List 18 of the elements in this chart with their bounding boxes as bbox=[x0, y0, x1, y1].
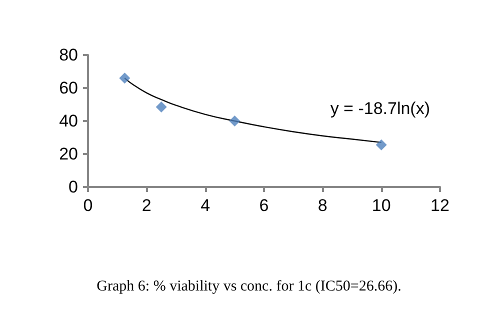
x-tick-label: 8 bbox=[318, 196, 328, 215]
x-tick-label: 0 bbox=[83, 196, 93, 215]
x-tick-label: 2 bbox=[142, 196, 152, 215]
y-tick-label: 60 bbox=[59, 78, 78, 98]
y-tick-label: 0 bbox=[68, 178, 78, 196]
x-tick-label: 12 bbox=[430, 196, 450, 215]
point bbox=[156, 101, 167, 112]
point bbox=[376, 139, 387, 150]
annotation: y = -18.7ln(x) bbox=[330, 99, 430, 118]
x-tick-label: 6 bbox=[259, 196, 269, 215]
x-tick-label: 10 bbox=[372, 196, 391, 215]
text: Graph 6: % viability vs conc. for 1c (IC50=26.66). bbox=[96, 278, 402, 294]
point bbox=[119, 72, 130, 84]
y-tick-label: 40 bbox=[59, 112, 78, 130]
point bbox=[229, 116, 240, 126]
x-tick-label: 4 bbox=[200, 196, 210, 215]
y-tick-label: 20 bbox=[59, 144, 78, 164]
y-tick-label: 80 bbox=[59, 46, 78, 64]
